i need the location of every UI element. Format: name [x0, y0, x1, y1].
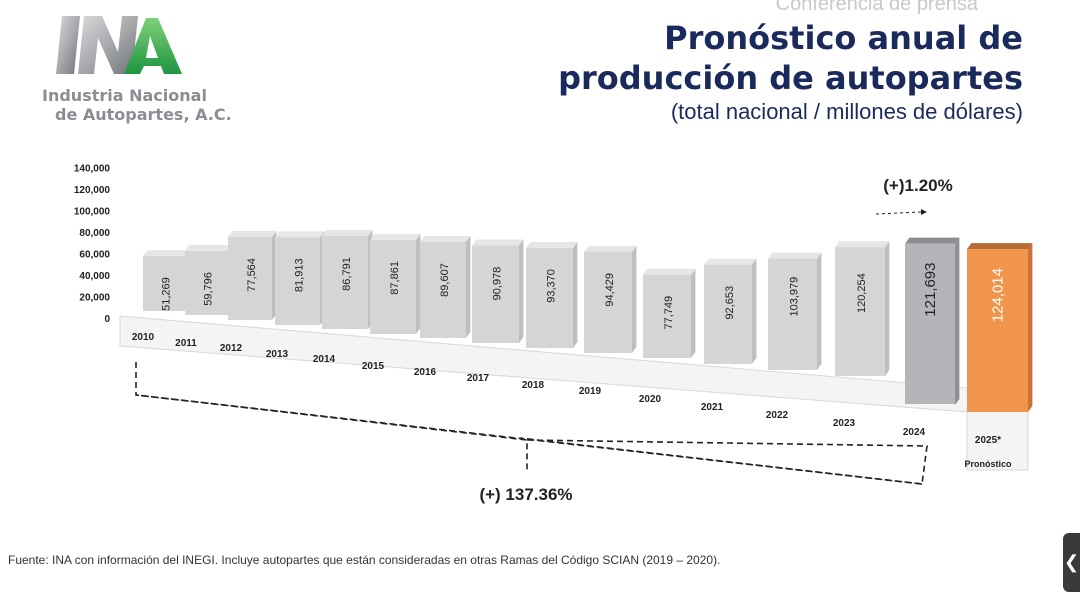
bar-2023: 120,254: [835, 241, 890, 376]
logo-line-2: de Autopartes, A.C.: [55, 105, 232, 124]
bar-2016: 89,607: [420, 235, 471, 338]
x-tick-label: 2018: [522, 380, 545, 391]
x-tick-label: 2019: [579, 386, 602, 397]
bar-front: [322, 236, 368, 329]
bar-2015: 87,861: [370, 233, 421, 334]
bar-value-label: 86,791: [341, 257, 353, 291]
bar-value-label: 87,861: [389, 261, 401, 295]
bar-2014: 86,791: [322, 230, 373, 329]
bar-2010: 51,269: [143, 250, 191, 311]
x-tick-label: 2011: [175, 338, 197, 349]
bar-front: [472, 245, 519, 343]
y-tick-label: 0: [104, 314, 110, 325]
bar-value-label: 121,693: [922, 262, 939, 316]
bar-front: [768, 258, 817, 370]
ina-logo-mark: [56, 16, 182, 74]
x-tick-label: 2022: [766, 410, 789, 421]
x-tick-label: 2021: [701, 402, 724, 413]
bar-value-label: 124,014: [990, 268, 1007, 322]
x-tick-label: 2015: [362, 361, 385, 372]
bar-front: [704, 264, 752, 364]
bar-front: [143, 256, 186, 311]
y-axis: 0 20,000 40,000 60,000 80,000 100,000 120,000 1…: [74, 164, 111, 326]
page-title: Pronóstico anual de producción de autopa…: [558, 18, 1023, 98]
title-line-1: Pronóstico anual de: [664, 19, 1023, 57]
bar-2021: 92,653: [704, 258, 757, 364]
y-tick-label: 100,000: [74, 207, 111, 218]
bar-value-label: 77,749: [663, 296, 675, 330]
x-tick-label: 2013: [266, 349, 289, 360]
x-tick-label: 2010: [132, 332, 155, 343]
growth-arrow-head: [921, 209, 927, 215]
bar-2022: 103,979: [768, 252, 822, 370]
x-tick-label: 2023: [833, 418, 856, 429]
bar-front: [228, 236, 272, 320]
bar-value-label: 92,653: [724, 286, 736, 320]
title-line-2: producción de autopartes: [558, 59, 1023, 97]
growth-arrow-line: [875, 211, 922, 215]
bar-2018: 93,370: [526, 241, 578, 348]
bar-value-label: 81,913: [294, 258, 306, 292]
x-tick-label: 2016: [414, 367, 437, 378]
logo-line-1: Industria Nacional: [42, 86, 207, 105]
y-tick-label: 40,000: [79, 271, 110, 282]
bar-value-label: 59,796: [203, 272, 215, 306]
bar-2020: 77,749: [643, 268, 696, 358]
bar-front: [967, 249, 1028, 412]
bar-front: [584, 251, 632, 353]
bar-value-label: 120,254: [856, 273, 868, 313]
bar-value-label: 93,370: [546, 269, 558, 303]
bar-front: [370, 239, 416, 334]
bar-value-label: 89,607: [439, 263, 451, 297]
bar-front: [275, 237, 320, 325]
bar-front: [185, 250, 228, 315]
bar-value-label: 51,269: [161, 277, 173, 311]
y-tick-label: 140,000: [74, 164, 111, 175]
y-tick-label: 80,000: [79, 228, 110, 239]
bar-2011: 59,796: [185, 244, 233, 315]
bar-front: [835, 247, 885, 376]
forecast-label: Pronóstico: [964, 459, 1012, 469]
bar-2013: 81,913: [275, 231, 325, 325]
bar-value-label: 90,978: [492, 267, 504, 301]
x-axis-labels: 2010 2011 2012 2013 2014 2015 2016 2017 2018 2019…: [132, 332, 1012, 469]
page-subtitle: (total nacional / millones de dólares): [670, 99, 1023, 124]
x-tick-label: 2020: [639, 394, 662, 405]
bar-2017: 90,978: [472, 239, 524, 343]
x-tick-label: 2025*: [975, 435, 1001, 446]
y-tick-label: 60,000: [79, 250, 110, 261]
period-growth-annotation: (+) 137.36%: [479, 485, 572, 504]
bar-2019: 94,429: [584, 245, 637, 353]
bar-value-label: 103,979: [789, 277, 801, 317]
x-tick-label: 2017: [467, 373, 490, 384]
bar-2012: 77,564: [228, 230, 277, 320]
x-tick-label: 2024: [903, 427, 926, 438]
bar-value-label: 77,564: [246, 258, 258, 292]
yoy-growth-annotation: (+)1.20%: [883, 176, 952, 195]
bar-front: [643, 274, 691, 358]
bar-value-label: 94,429: [604, 273, 616, 307]
bar-front: [526, 247, 573, 348]
bar-front: [420, 241, 466, 338]
bar-front: [905, 243, 955, 404]
bars: 51,269 59,796 77,564 81,913 86,791 87,861 89,6…: [143, 230, 1033, 412]
bar-2025*: 124,014: [967, 243, 1033, 412]
ina-logo: Industria Nacional de Autopartes, A.C.: [40, 12, 240, 127]
bar-2024: 121,693: [905, 237, 960, 405]
conference-label: Conferencia de prensa: [775, 0, 978, 15]
y-tick-label: 20,000: [79, 293, 110, 304]
x-tick-label: 2012: [220, 343, 243, 354]
collapse-panel-button[interactable]: ❮: [1063, 533, 1080, 592]
x-tick-label: 2014: [313, 354, 336, 365]
source-note: Fuente: INA con información del INEGI. I…: [8, 553, 721, 567]
y-tick-label: 120,000: [74, 185, 111, 196]
period-bracket: [135, 362, 928, 485]
